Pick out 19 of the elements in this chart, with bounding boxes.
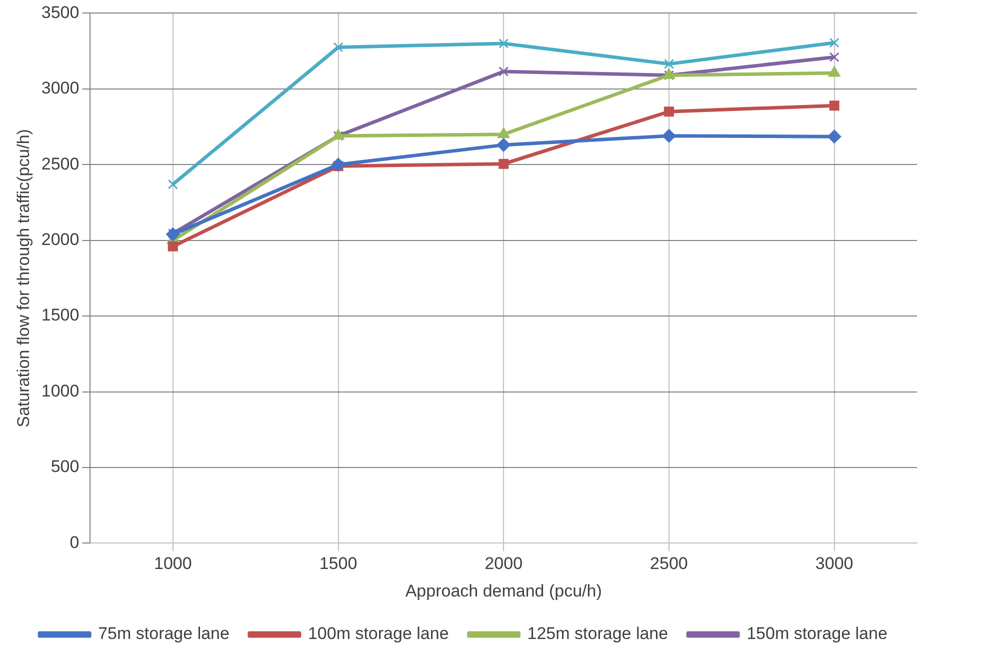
- x-tick-label: 3000: [815, 554, 854, 574]
- y-tick-label: 1000: [41, 381, 80, 400]
- legend-label: 150m storage lane: [746, 624, 888, 644]
- y-axis-title: Saturation flow for through traffic(pcu/h): [14, 129, 33, 428]
- y-tick-label: 2500: [41, 154, 80, 174]
- x-tick-label: 2500: [650, 554, 688, 574]
- y-tick-label: 3000: [41, 78, 80, 98]
- y-tick-label: 2000: [41, 230, 80, 250]
- x-tick-label: 2000: [484, 554, 523, 574]
- x-tick-label: 1000: [154, 554, 192, 574]
- legend-label: 125m storage lane: [527, 624, 668, 644]
- legend-label: 75m storage lane: [98, 624, 230, 644]
- y-tick-label: 3500: [41, 2, 80, 22]
- y-tick-label: 500: [50, 457, 80, 476]
- y-tick-label: 0: [70, 532, 80, 552]
- y-tick-label: 1500: [41, 306, 80, 325]
- x-axis-title: Approach demand (pcu/h): [405, 581, 602, 600]
- legend-label: 100m storage lane: [308, 624, 449, 644]
- x-tick-label: 1500: [319, 554, 358, 574]
